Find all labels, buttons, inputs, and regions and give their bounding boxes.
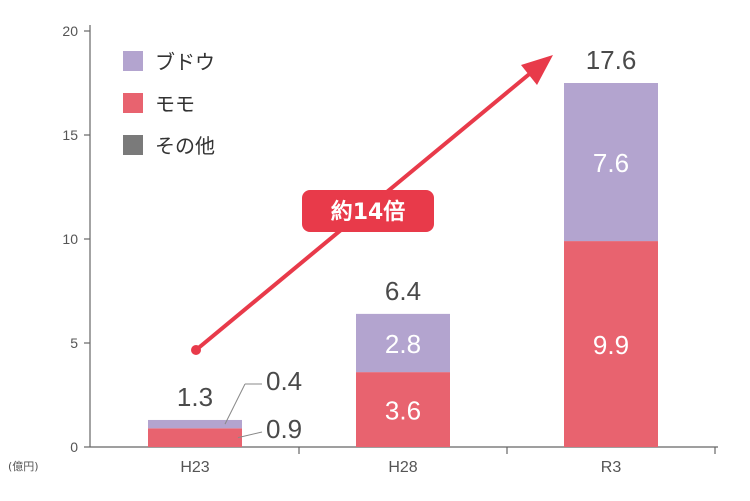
x-tick-label: R3 xyxy=(601,459,622,476)
segment-label-peach: 0.9 xyxy=(266,414,302,444)
legend-label-grape: ブドウ xyxy=(155,50,215,74)
leader-line-grape xyxy=(224,383,246,425)
y-tick-label: 20 xyxy=(62,23,78,39)
total-label: 17.6 xyxy=(586,45,637,75)
legend-swatch-peach xyxy=(123,93,143,113)
bar-segment-grape xyxy=(148,419,242,429)
unit-label: (億円) xyxy=(8,460,39,473)
segment-label-peach: 3.6 xyxy=(385,396,421,426)
bar-segment-peach xyxy=(564,241,658,447)
bar-segment-peach xyxy=(356,372,450,447)
growth-badge-box xyxy=(302,190,434,232)
segment-label-grape: 0.4 xyxy=(266,366,302,396)
growth-badge-text: 約14倍 xyxy=(331,199,406,225)
y-tick-label: 10 xyxy=(62,231,78,247)
total-label: 6.4 xyxy=(385,276,421,306)
x-tick-label: H28 xyxy=(388,459,417,476)
y-tick-label: 5 xyxy=(70,335,78,351)
total-label: 1.3 xyxy=(177,382,213,412)
legend-label-other: その他 xyxy=(155,134,215,158)
segment-label-grape: 7.6 xyxy=(593,148,629,178)
legend-label-peach: モモ xyxy=(155,92,195,116)
leader-line-peach xyxy=(237,431,263,439)
segment-label-peach: 9.9 xyxy=(593,330,629,360)
bar-segment-grape xyxy=(356,313,450,373)
bar-segment-peach xyxy=(148,428,242,447)
data-labels: 1.3 6.4 17.6 3.6 2.8 9.9 7.6 0.4 0.9 xyxy=(177,45,636,444)
y-tick-label: 15 xyxy=(62,127,78,143)
bar-segment-grape xyxy=(564,83,658,242)
legend: ブドウ モモ その他 xyxy=(123,50,215,158)
arrow-head xyxy=(521,55,553,85)
x-tick-label: H23 xyxy=(180,459,209,476)
legend-swatch-grape xyxy=(123,51,143,71)
legend-swatch-other xyxy=(123,135,143,155)
growth-badge: 約14倍 xyxy=(302,190,434,232)
y-tick-label: 0 xyxy=(70,439,78,455)
bars xyxy=(148,83,658,447)
segment-label-grape: 2.8 xyxy=(385,329,421,359)
